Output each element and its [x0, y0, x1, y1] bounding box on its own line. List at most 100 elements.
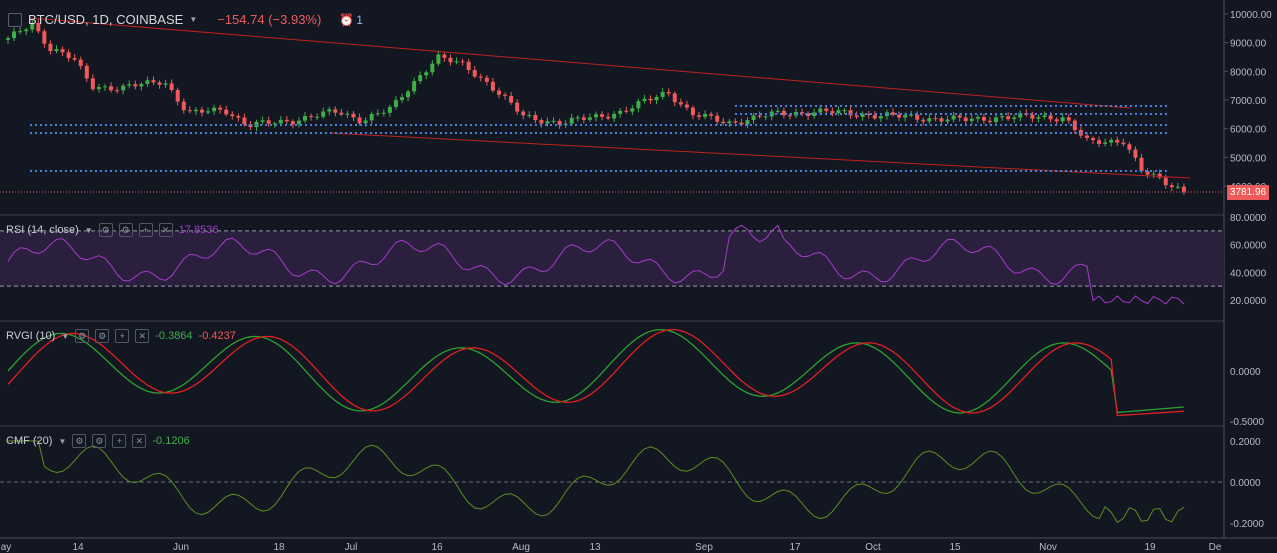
candle-body	[296, 120, 301, 125]
cmf-title[interactable]: CMF (20)	[6, 435, 53, 447]
time-axis-label: 18	[273, 542, 285, 553]
indicator-format-icon[interactable]: ⚙	[92, 434, 107, 448]
candle-body	[848, 110, 853, 116]
candle-body	[12, 31, 17, 39]
time-axis-label: Sep	[695, 542, 713, 553]
candle-body	[751, 115, 756, 121]
indicator-remove-icon[interactable]: ✕	[135, 329, 150, 343]
indicator-format-icon[interactable]: ⚙	[95, 329, 110, 343]
rvgi-axis-label: -0.5000	[1230, 417, 1264, 428]
rvgi-axis-label: 0.0000	[1230, 367, 1261, 378]
candle-body	[139, 83, 144, 87]
candle-body	[72, 58, 77, 60]
rsi-line	[7, 224, 1185, 305]
candle-body	[333, 109, 338, 113]
candle-body	[400, 97, 404, 101]
candle-body	[472, 70, 477, 77]
candle-body	[1097, 140, 1102, 144]
candle-body	[660, 91, 665, 97]
candle-body	[1121, 142, 1126, 145]
candle-body	[963, 117, 968, 122]
candle-body	[994, 117, 999, 122]
rvgi-line	[7, 328, 1184, 414]
symbol-title[interactable]: BTC/USD, 1D, COINBASE	[28, 12, 184, 27]
time-axis-label: 19	[1144, 542, 1156, 553]
candle-body	[121, 85, 126, 91]
candle-body	[678, 102, 683, 105]
candle-body	[600, 114, 605, 117]
indicator-remove-icon[interactable]: ✕	[158, 223, 173, 237]
candle-body	[836, 110, 841, 114]
indicator-add-icon[interactable]: +	[138, 223, 153, 237]
cmf-line	[8, 440, 1185, 524]
time-axis-label: 15	[949, 542, 961, 553]
candle-body	[163, 83, 168, 85]
candle-body	[115, 90, 120, 92]
candle-body	[739, 122, 744, 125]
indicator-add-icon[interactable]: +	[112, 434, 127, 448]
cmf-axis-label: 0.0000	[1230, 478, 1261, 489]
candle-body	[6, 38, 10, 40]
time-axis-label: 16	[431, 542, 443, 553]
price-axis-label: 6000.00	[1230, 125, 1267, 136]
candle-body	[715, 115, 720, 122]
time-axis-label: Jul	[345, 542, 358, 553]
price-axis-label: 7000.00	[1230, 96, 1267, 107]
candle-body	[218, 107, 223, 110]
candle-body	[84, 65, 89, 79]
candle-body	[1084, 135, 1089, 138]
indicator-settings-icon[interactable]: ⚙	[72, 434, 87, 448]
candle-body	[915, 114, 920, 120]
candle-body	[1139, 157, 1144, 172]
indicator-format-icon[interactable]: ⚙	[118, 223, 133, 237]
dropdown-caret-icon[interactable]: ▼	[189, 15, 198, 24]
alarm-clock-icon[interactable]: ⏰	[339, 12, 355, 27]
candle-body	[672, 93, 677, 103]
candle-body	[1060, 117, 1065, 122]
candle-body	[393, 100, 398, 107]
candle-body	[612, 113, 617, 119]
candle-body	[690, 107, 695, 116]
indicator-remove-icon[interactable]: ✕	[132, 434, 147, 448]
rsi-axis-label: 20.0000	[1230, 296, 1267, 307]
indicator-add-icon[interactable]: +	[115, 329, 130, 343]
candle-body	[303, 115, 308, 121]
candle-body	[66, 52, 71, 59]
time-axis-label: 14	[72, 542, 84, 553]
dropdown-caret-icon[interactable]: ▼	[61, 331, 70, 341]
candle-body	[193, 109, 198, 112]
candle-body	[224, 109, 229, 115]
candle-body	[1072, 120, 1077, 130]
candle-body	[951, 115, 956, 120]
candle-body	[587, 117, 592, 120]
cmf-value: -0.1206	[152, 435, 190, 447]
rvgi-title[interactable]: RVGI (10)	[6, 330, 56, 342]
dropdown-caret-icon[interactable]: ▼	[84, 225, 93, 235]
indicator-settings-icon[interactable]: ⚙	[75, 329, 90, 343]
candle-body	[454, 61, 459, 63]
current-price-label: 3781.96	[1227, 185, 1269, 200]
candle-body	[569, 117, 574, 124]
symbol-search-icon[interactable]	[8, 12, 22, 27]
candle-body	[854, 115, 859, 117]
candle-body	[866, 113, 871, 116]
candle-body	[860, 113, 865, 117]
rsi-title[interactable]: RSI (14, close)	[6, 224, 79, 236]
candle-body	[90, 78, 95, 90]
candle-body	[503, 94, 508, 96]
candle-body	[60, 49, 65, 53]
candle-body	[145, 80, 150, 84]
indicator-settings-icon[interactable]: ⚙	[98, 223, 113, 237]
time-axis-label: Jun	[173, 542, 189, 553]
candle-body	[169, 83, 174, 91]
candle-body	[581, 117, 586, 120]
candle-body	[387, 106, 392, 113]
candle-body	[575, 117, 580, 119]
price-axis-label: 5000.00	[1230, 153, 1267, 164]
candle-body	[1000, 116, 1005, 118]
candle-body	[1151, 173, 1156, 175]
candle-body	[733, 121, 738, 123]
candle-body	[309, 115, 314, 117]
dropdown-caret-icon[interactable]: ▼	[58, 436, 67, 446]
